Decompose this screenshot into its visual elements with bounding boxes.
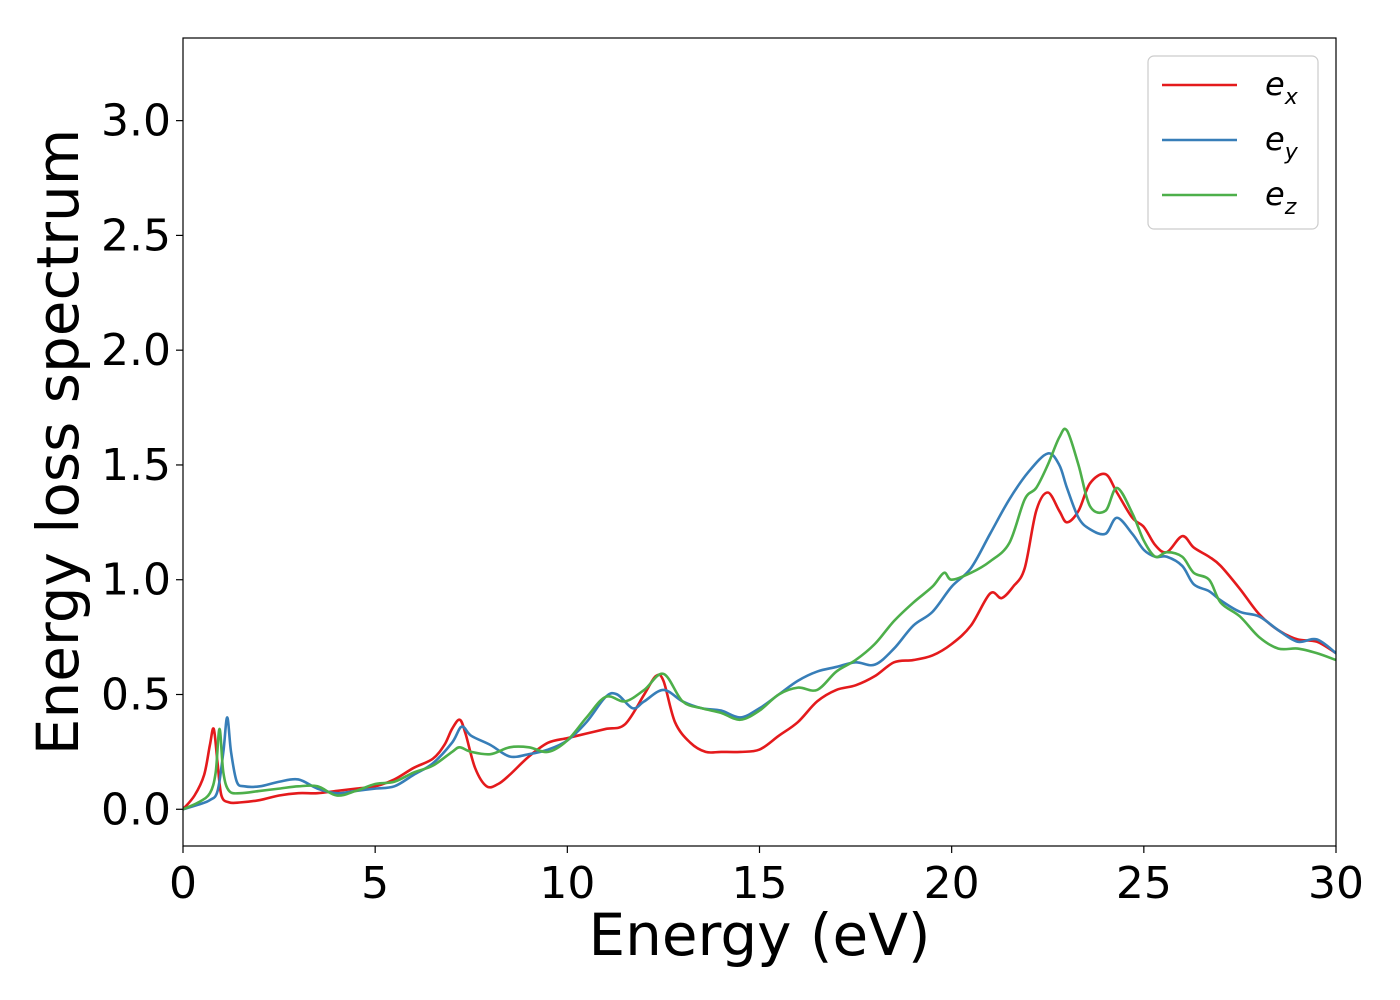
y-tick-label: 1.0: [101, 555, 171, 606]
x-axis-title: Energy (eV): [588, 901, 930, 969]
series-line-y: [183, 452, 1336, 811]
series-line-z: [183, 427, 1336, 811]
x-tick-label: 30: [1308, 858, 1364, 909]
x-tick-label: 20: [924, 858, 980, 909]
y-tick-label: 0.5: [101, 670, 171, 721]
legend-label-sub: z: [1284, 195, 1297, 220]
legend-label-base: e: [1265, 120, 1285, 158]
y-tick-label: 2.5: [101, 210, 171, 261]
legend-label-z: ez: [1265, 175, 1297, 220]
legend-label-base: e: [1265, 175, 1285, 213]
series-line-x: [183, 472, 1336, 811]
plot-frame: [182, 37, 1337, 847]
legend-label-x: ex: [1265, 65, 1299, 110]
legend-label-sub: y: [1284, 140, 1299, 165]
x-tick-label: 25: [1116, 858, 1172, 909]
y-tick-label: 1.5: [101, 440, 171, 491]
x-axis-ticks: 0 5 10 15 20 25 30: [169, 846, 1364, 909]
y-tick-label: 0.0: [101, 784, 171, 835]
x-tick-label: 0: [169, 858, 197, 909]
legend-label-sub: x: [1284, 85, 1299, 110]
x-tick-label: 5: [361, 858, 389, 909]
y-tick-label: 3.0: [101, 96, 171, 147]
legend-box: [1147, 55, 1319, 230]
y-axis-ticks: 0.0 0.5 1.0 1.5 2.0 2.5 3.0: [101, 96, 183, 835]
y-axis-title: Energy loss spectrum: [24, 129, 92, 755]
legend-label-base: e: [1265, 65, 1285, 103]
y-tick-label: 2.0: [101, 325, 171, 376]
x-tick-label: 10: [539, 858, 595, 909]
series-layer: [183, 427, 1336, 811]
legend-label-y: ey: [1265, 120, 1299, 165]
x-tick-label: 15: [732, 858, 788, 909]
